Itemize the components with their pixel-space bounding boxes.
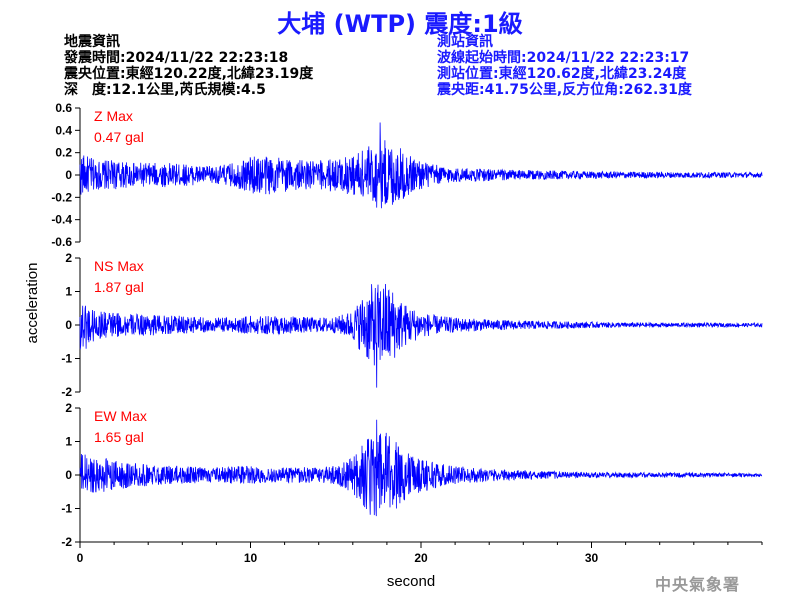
x-tick-label: 20 <box>414 551 428 565</box>
event-info: 地震資訊 發震時間:2024/11/22 22:23:18 震央位置:東經120… <box>64 34 313 98</box>
max-label-z: Z Max <box>94 108 133 124</box>
event-depth-magnitude: 深 度:12.1公里,芮氏規模:4.5 <box>64 82 266 98</box>
waveform-ew <box>79 419 763 517</box>
max-value-z: 0.47 gal <box>94 129 144 145</box>
y-tick-label: 0 <box>65 468 72 482</box>
max-label-ew: EW Max <box>94 408 147 424</box>
y-tick-label: 0.2 <box>55 146 72 160</box>
waveform-ns <box>79 283 763 388</box>
event-info-heading: 地震資訊 <box>64 34 120 50</box>
y-tick-label: -2 <box>61 385 72 399</box>
station-info: 測站資訊 波線起始時間:2024/11/22 22:23:17 測站位置:東經1… <box>437 34 692 98</box>
y-tick-label: 0 <box>65 168 72 182</box>
y-tick-label: 2 <box>65 401 72 415</box>
agency-watermark: 中央氣象署 <box>655 575 741 594</box>
y-tick-label: -1 <box>61 352 72 366</box>
y-tick-label: 1 <box>65 435 72 449</box>
y-axis-label: acceleration <box>24 263 41 344</box>
y-tick-label: -2 <box>61 535 72 549</box>
y-tick-label: -0.2 <box>51 190 72 204</box>
station-info-heading: 測站資訊 <box>437 34 493 50</box>
event-time: 發震時間:2024/11/22 22:23:18 <box>64 50 289 66</box>
y-tick-label: -1 <box>61 502 72 516</box>
y-tick-label: 0 <box>65 318 72 332</box>
station-location: 測站位置:東經120.62度,北緯23.24度 <box>437 66 687 82</box>
x-tick-label: 10 <box>244 551 258 565</box>
y-tick-label: -0.4 <box>51 213 72 227</box>
y-tick-label: 1 <box>65 285 72 299</box>
max-value-ew: 1.65 gal <box>94 429 144 445</box>
y-tick-label: -0.6 <box>51 235 72 249</box>
y-tick-label: 0.6 <box>55 101 72 115</box>
x-axis-label: second <box>387 573 435 590</box>
page-title: 大埔 (WTP) 震度:1級 <box>277 10 523 38</box>
epicentral-distance-azimuth: 震央距:41.75公里,反方位角:262.31度 <box>437 82 692 98</box>
event-location: 震央位置:東經120.22度,北緯23.19度 <box>64 66 314 82</box>
y-tick-label: 2 <box>65 251 72 265</box>
waveform-z <box>79 122 763 209</box>
max-label-ns: NS Max <box>94 258 144 274</box>
x-tick-label: 30 <box>585 551 599 565</box>
y-tick-label: 0.4 <box>55 123 72 137</box>
x-tick-label: 0 <box>77 551 84 565</box>
max-value-ns: 1.87 gal <box>94 279 144 295</box>
wave-start-time: 波線起始時間:2024/11/22 22:23:17 <box>437 50 690 66</box>
